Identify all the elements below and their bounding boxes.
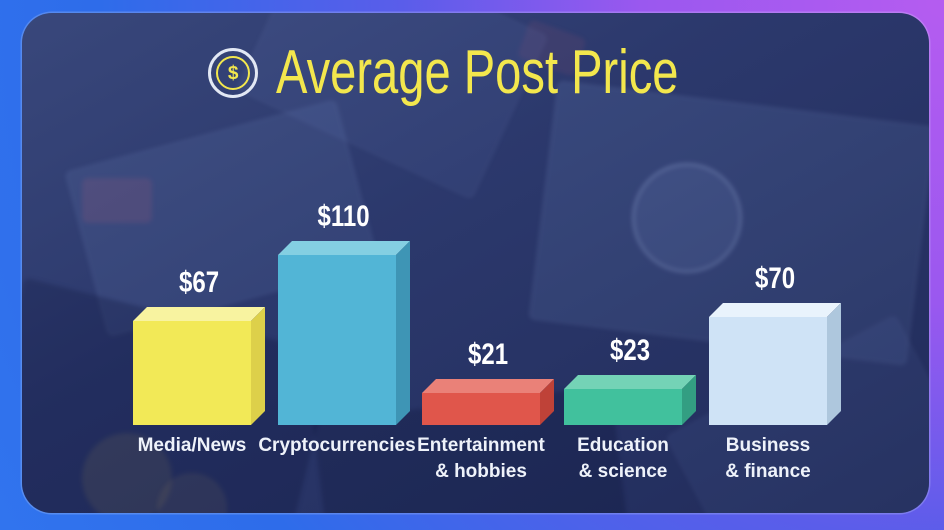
bar-value-label-education-science: $23 [533,335,727,367]
bar-value-label-business-finance: $70 [678,263,872,295]
bar-category-line: Media/News [137,435,247,456]
bar-front-face-education-science [564,389,682,425]
bar-side-face-media-news [251,307,265,425]
bar-value-text: $110 [317,200,371,233]
bar-top-face-media-news [133,307,265,321]
bar-value-text: $70 [754,262,796,295]
chart-panel [22,13,929,513]
bar-category-label-media-news: Media/News [92,433,292,459]
bar-value-text: $67 [178,266,220,299]
bar-category-line: Entertainment [417,435,545,456]
bar-category-label-entertainment-hobbies: Entertainment & hobbies [381,433,581,485]
bar-front-face-entertainment-hobbies [422,393,540,425]
bar-front-face-business-finance [709,317,827,425]
bar-value-label-media-news: $67 [102,267,296,299]
bar-category-label-education-science: Education & science [523,433,723,485]
bar-category-line: & science [578,461,668,482]
bar-value-label-cryptocurrencies: $110 [247,201,441,233]
bar-top-face-cryptocurrencies [278,241,410,255]
bar-category-line: Education [577,435,669,456]
bar-category-label-business-finance: Business & finance [668,433,868,485]
bar-category-line: & hobbies [435,461,527,482]
bar-side-face-cryptocurrencies [396,241,410,425]
bar-category-label-cryptocurrencies: Cryptocurrencies [237,433,437,459]
dollar-coin-icon: $ [208,48,259,98]
chart-header: $ Average Post Price [0,42,944,104]
bar-category-line: Business [725,435,811,456]
bar-category-line: & finance [725,461,811,482]
bar-side-face-business-finance [827,303,841,425]
bar-value-text: $21 [467,338,509,371]
bar-front-face-cryptocurrencies [278,255,396,425]
bar-value-label-entertainment-hobbies: $21 [391,339,585,371]
bar-top-face-entertainment-hobbies [422,379,554,393]
bar-value-text: $23 [609,334,651,367]
bar-top-face-business-finance [709,303,841,317]
bar-front-face-media-news [133,321,251,425]
bar-top-face-education-science [564,375,696,389]
bar-category-line: Cryptocurrencies [258,435,416,456]
dollar-symbol: $ [216,56,251,90]
page-title: Average Post Price [276,38,679,107]
